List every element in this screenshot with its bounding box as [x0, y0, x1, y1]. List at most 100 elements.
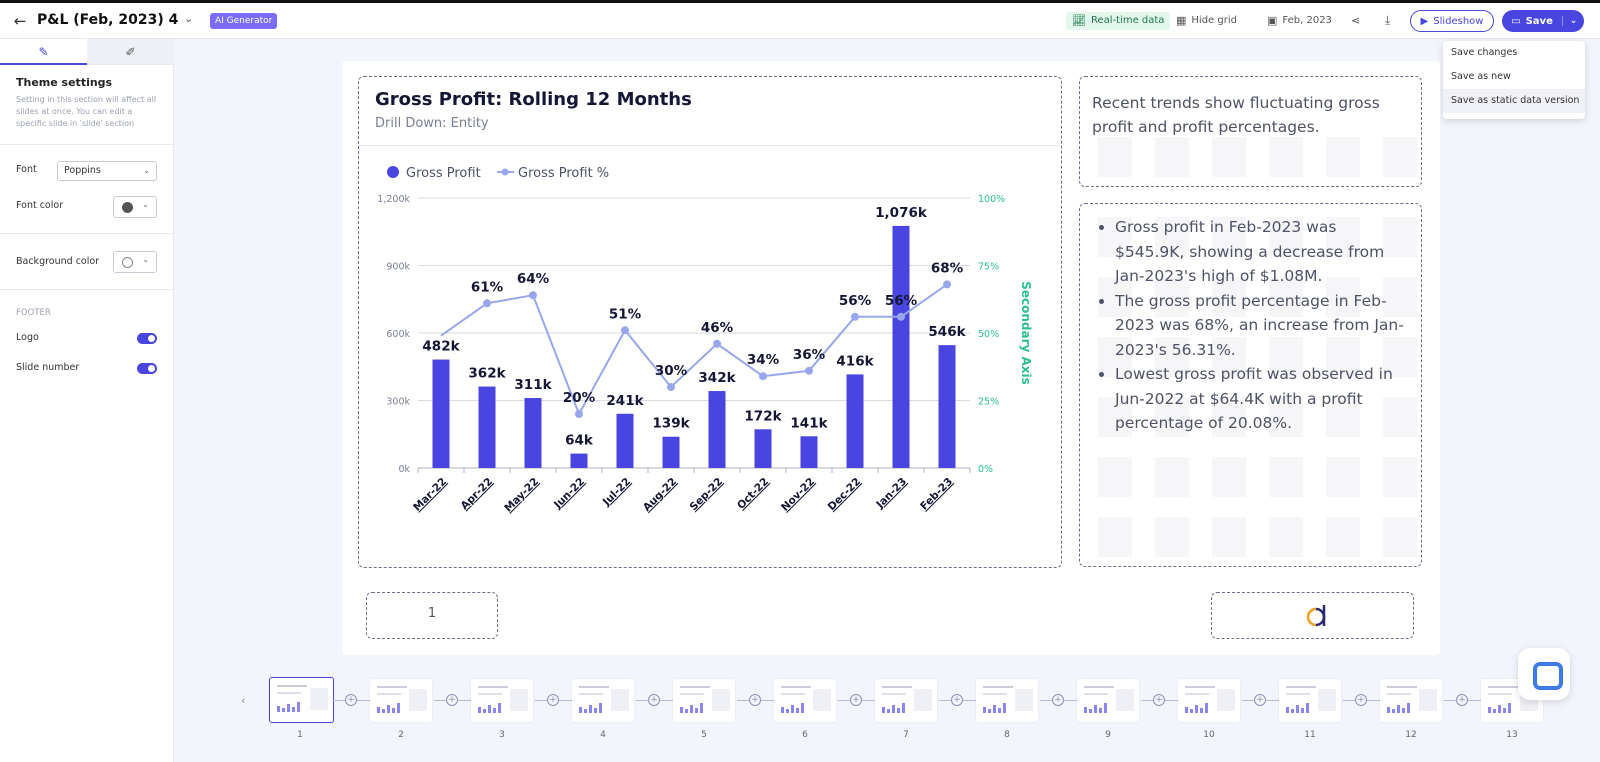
add-slide-plus-icon[interactable]: +	[1355, 694, 1367, 706]
theme-settings-title: Theme settings	[16, 76, 113, 89]
logo-toggle[interactable]	[137, 333, 157, 344]
grid-cell	[1212, 517, 1246, 557]
slide-number-label: 1	[297, 730, 303, 740]
slide-thumbnail[interactable]	[269, 677, 334, 723]
thumb-line	[478, 693, 502, 695]
line-series	[440, 283, 948, 417]
grid-cell	[1212, 137, 1246, 177]
thumb-line	[882, 693, 906, 695]
add-slide-plus-icon[interactable]: +	[1254, 694, 1266, 706]
share-icon[interactable]: ⋖	[1351, 14, 1361, 27]
grid-cell	[1098, 337, 1132, 377]
line-point	[483, 299, 491, 308]
insight-box[interactable]	[1079, 76, 1422, 187]
bar	[432, 359, 450, 468]
slide-thumbnail[interactable]	[673, 679, 735, 722]
add-slide-plus-icon[interactable]: +	[850, 694, 862, 706]
logo-box[interactable]	[1211, 592, 1414, 639]
slide-thumbnail[interactable]	[1380, 679, 1442, 722]
tab-slide[interactable]: ✐	[87, 39, 174, 65]
background-color-select[interactable]: ⌄	[113, 251, 157, 273]
thumb-text-block	[409, 689, 427, 711]
y-tick-label: 600k	[386, 329, 410, 340]
hide-grid-button[interactable]: ▦ Hide grid	[1176, 12, 1237, 30]
grid-cell	[1326, 397, 1360, 437]
add-slide-plus-icon[interactable]: +	[547, 694, 559, 706]
tab-theme[interactable]: ✎	[0, 39, 87, 65]
slide-number-label: 7	[903, 730, 909, 740]
add-slide-plus-icon[interactable]: +	[951, 694, 963, 706]
back-arrow-icon[interactable]: ←	[13, 12, 27, 30]
add-slide-plus-icon[interactable]: +	[749, 694, 761, 706]
font-select[interactable]: Poppins ⌄	[57, 161, 157, 181]
thumb-line	[1084, 686, 1114, 688]
add-slide-plus-icon[interactable]: +	[345, 694, 357, 706]
chart-container[interactable]	[358, 76, 1062, 568]
thumb-text-block	[712, 689, 730, 711]
slide-thumbnail[interactable]	[572, 679, 634, 722]
bar-value-label: 311k	[514, 377, 552, 393]
page-number-box[interactable]	[366, 592, 498, 639]
add-slide-plus-icon[interactable]: +	[1153, 694, 1165, 706]
slide-number-toggle[interactable]	[137, 363, 157, 374]
thumb-line	[1286, 693, 1310, 695]
legend-bar-label: Gross Profit	[406, 166, 481, 181]
chart-title: Gross Profit: Rolling 12 Months	[375, 89, 692, 110]
add-slide-plus-icon[interactable]: +	[1456, 694, 1468, 706]
menu-item-save-changes[interactable]: Save changes	[1451, 47, 1518, 58]
slide-thumbnail[interactable]	[370, 679, 432, 722]
thumb-line	[1488, 686, 1518, 688]
bar	[478, 386, 496, 468]
realtime-data-button[interactable]: 📈︎ Real-time data	[1066, 12, 1171, 30]
save-dropdown-chevron-icon[interactable]: ⌄	[1562, 16, 1584, 26]
add-slide-plus-icon[interactable]: +	[1052, 694, 1064, 706]
play-icon: ▶	[1420, 15, 1429, 27]
thumb-bars	[579, 701, 609, 713]
thumb-text-block	[1217, 689, 1235, 711]
slide-thumbnail[interactable]	[774, 679, 836, 722]
grid-cell	[1383, 457, 1417, 497]
line-value-label: 36%	[793, 347, 826, 363]
bar	[708, 391, 726, 468]
grid-cell	[1326, 457, 1360, 497]
ai-generator-badge[interactable]: AI Generator	[210, 13, 278, 29]
chevron-left-icon[interactable]: ‹	[241, 694, 246, 707]
gross-profit-chart: Gross Profit Gross Profit % 0k 300k 600k 900k…	[377, 166, 1033, 515]
chat-widget-icon[interactable]	[1518, 648, 1570, 700]
slide-thumbnail[interactable]	[976, 679, 1038, 722]
slide-thumbnail[interactable]	[1178, 679, 1240, 722]
slide-thumbnail[interactable]	[1077, 679, 1139, 722]
bullets-box[interactable]	[1079, 203, 1422, 567]
thumb-line	[1185, 693, 1209, 695]
chevron-down-icon: ⌄	[142, 200, 149, 209]
slide-thumbnail[interactable]	[1279, 679, 1341, 722]
slide-thumbnail[interactable]	[471, 679, 533, 722]
grid-cell	[1155, 397, 1189, 437]
menu-item-save-static[interactable]: Save as static data version	[1443, 89, 1585, 113]
line-point	[943, 280, 951, 289]
line-value-label: 20%	[563, 390, 596, 406]
date-picker-button[interactable]: ▣ Feb, 2023	[1267, 12, 1332, 30]
save-button[interactable]: ▭ Save ⌄	[1502, 10, 1584, 32]
company-logo	[1306, 605, 1326, 627]
chevron-down-icon[interactable]: ⌄	[184, 12, 194, 25]
line-value-label: 68%	[931, 260, 964, 276]
menu-item-save-as-new[interactable]: Save as new	[1451, 71, 1511, 82]
download-icon[interactable]: ⤓	[1385, 13, 1391, 27]
bar	[662, 436, 680, 468]
thumb-bars	[1084, 701, 1114, 713]
thumb-line	[1488, 693, 1512, 695]
add-slide-plus-icon[interactable]: +	[648, 694, 660, 706]
font-color-select[interactable]: ⌄	[113, 196, 157, 218]
x-tick-label: Oct-22	[735, 476, 771, 512]
bar-value-label: 172k	[744, 408, 782, 424]
thumb-line	[983, 693, 1007, 695]
line-value-label: 30%	[655, 363, 688, 379]
thumb-bars	[1387, 701, 1417, 713]
slideshow-button[interactable]: ▶ Slideshow	[1410, 10, 1494, 32]
grid-cell	[1155, 337, 1189, 377]
add-slide-plus-icon[interactable]: +	[446, 694, 458, 706]
save-label: Save	[1525, 15, 1553, 27]
slide-thumbnail[interactable]	[875, 679, 937, 722]
thumb-line	[277, 685, 307, 687]
